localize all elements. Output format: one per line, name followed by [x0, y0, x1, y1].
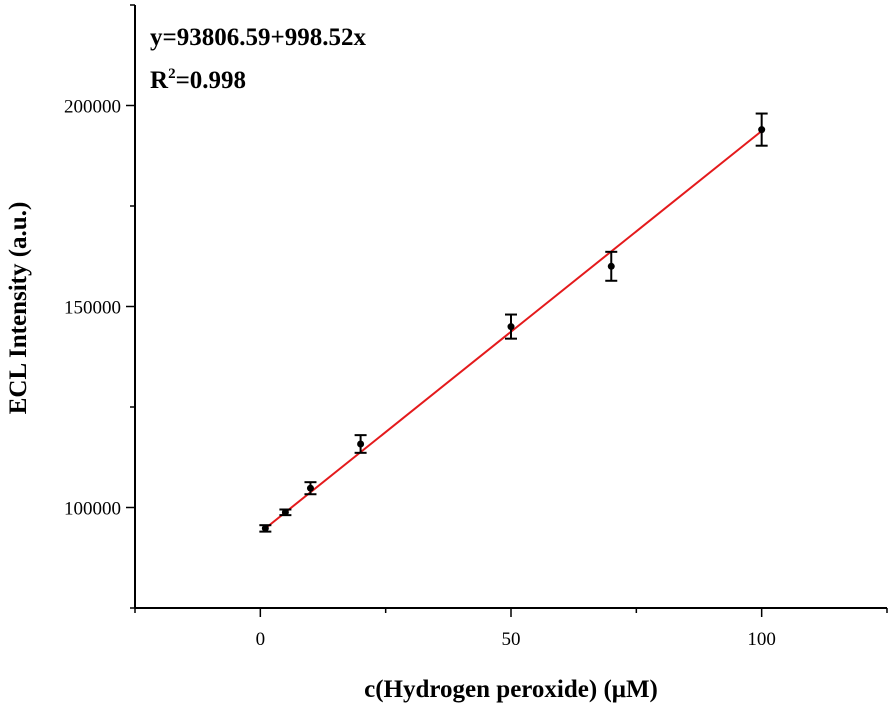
data-point — [261, 524, 269, 532]
x-tick-label: 0 — [256, 629, 266, 650]
x-axis-title: c(Hydrogen peroxide) (μM) — [364, 676, 658, 703]
x-tick-label: 50 — [502, 629, 521, 650]
r2-value: =0.998 — [176, 67, 247, 94]
data-point — [281, 508, 289, 516]
data-point — [357, 440, 365, 448]
y-axis-title: ECL Intensity (a.u.) — [5, 202, 32, 415]
y-tick-label: 100000 — [64, 499, 121, 520]
data-point — [607, 262, 615, 270]
plot-frame — [134, 5, 887, 609]
x-tick-label: 100 — [747, 629, 776, 650]
y-tick-label: 200000 — [64, 97, 121, 118]
annotation-equation: y=93806.59+998.52x — [150, 24, 366, 51]
fit-line-layer — [264, 130, 763, 530]
data-point — [758, 126, 766, 134]
y-tick-label: 150000 — [64, 298, 121, 319]
r2-superscript: 2 — [168, 66, 176, 82]
fit-line — [264, 130, 763, 530]
data-point — [507, 323, 515, 331]
error-bars — [259, 112, 768, 533]
r2-label: R — [150, 67, 169, 94]
data-point — [306, 484, 314, 492]
x-axis-ticks: 0 50 100 — [134, 608, 888, 650]
data-points — [261, 126, 766, 532]
annotation-r-squared: R2=0.998 — [150, 66, 246, 94]
y-axis-ticks: 100000 150000 200000 — [64, 4, 135, 609]
